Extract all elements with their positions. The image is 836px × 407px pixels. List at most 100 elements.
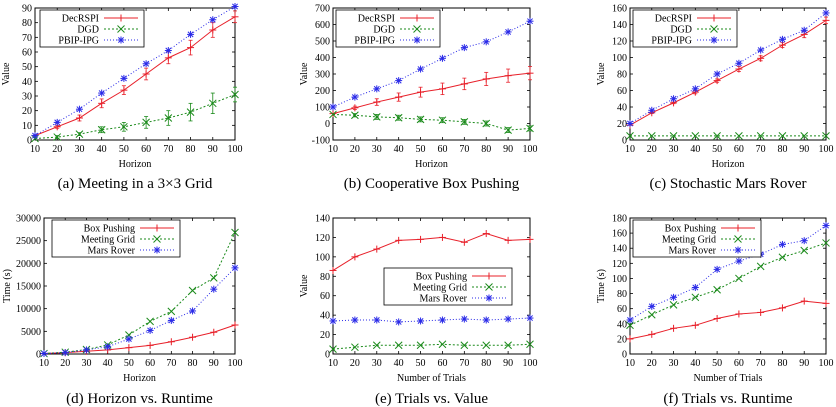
x-tick-label: 80 (188, 358, 198, 369)
x-tick-label: 100 (819, 358, 834, 369)
y-tick-label: 0 (325, 119, 330, 130)
legend-marker (485, 272, 493, 280)
chart-panel-4: 10 20 30 40 50 60 70 80 90 100 0 5000 10000 15000 2000… (2, 214, 243, 407)
legend-marker (710, 25, 718, 33)
x-tick-label: 50 (124, 358, 134, 369)
legend-label: Box Pushing (416, 272, 467, 283)
legend-marker (734, 235, 742, 243)
series-line (332, 343, 531, 350)
data-point (691, 85, 699, 93)
y-tick-label: 140 (612, 244, 627, 255)
data-point (757, 46, 765, 54)
data-point (822, 299, 830, 307)
data-point (188, 286, 197, 295)
legend-marker (710, 36, 718, 44)
data-point (482, 230, 490, 238)
y-tick-label: 40 (22, 77, 32, 88)
data-point (626, 321, 634, 330)
chart-panel-1: 10 20 30 40 50 60 70 80 90 1000102030405060708090… (1, 3, 243, 192)
data-point (482, 75, 490, 83)
data-point (82, 346, 90, 354)
data-point (142, 70, 150, 78)
legend-label: DGD (77, 25, 99, 36)
series-pbip-ipg (329, 17, 534, 111)
legend-label: Mars Rover (669, 246, 717, 257)
data-point (351, 253, 359, 261)
series-box-pushing (626, 297, 830, 343)
series-box-pushing (40, 321, 239, 358)
data-point (670, 324, 678, 332)
x-tick-label: 80 (777, 358, 787, 369)
y-tick-label: 30000 (16, 214, 41, 225)
legend-box (335, 9, 441, 48)
y-tick-label: 200 (315, 86, 330, 97)
data-point (104, 343, 112, 351)
series-decrspi (31, 10, 239, 140)
series-line (43, 267, 236, 355)
series-line (332, 233, 531, 271)
legend-label: Meeting Grid (81, 235, 135, 246)
x-tick-label: 100 (228, 358, 243, 369)
x-tick-label: 100 (228, 144, 243, 155)
x-tick-label: 40 (690, 144, 700, 155)
x-tick-label: 90 (208, 144, 218, 155)
x-tick-label: 90 (799, 144, 809, 155)
x-tick-label: 10 (328, 358, 338, 369)
legend-marker (485, 283, 493, 291)
data-point (647, 310, 656, 319)
y-tick-label: 90 (22, 4, 32, 15)
data-point (231, 90, 239, 99)
plot-frame (332, 217, 531, 355)
x-tick-label: 70 (459, 358, 469, 369)
y-tick-label: 60 (617, 304, 627, 315)
y-tick-label: 40 (617, 319, 627, 330)
legend-label: PBIP-IPG (651, 36, 692, 47)
subfigure-caption: (e) Trials vs. Value (375, 391, 488, 407)
y-tick-label: 100 (612, 53, 627, 64)
x-tick-label: 60 (141, 144, 151, 155)
y-axis-label: Value (1, 62, 12, 85)
data-point (164, 54, 172, 62)
plot-frame (629, 217, 827, 355)
data-point (53, 133, 62, 141)
data-point (231, 3, 239, 11)
data-point (231, 321, 239, 329)
x-tick-label: 10 (625, 358, 635, 369)
y-tick-label: 0 (622, 136, 627, 147)
data-point (526, 340, 534, 349)
y-axis-label: Value (299, 274, 310, 297)
x-tick-label: 30 (669, 358, 679, 369)
data-point (373, 85, 381, 93)
data-point (526, 314, 534, 322)
data-point (756, 132, 765, 140)
data-point (504, 72, 512, 80)
y-tick-label: 100 (315, 103, 330, 114)
chart-panel-6: 10 20 30 40 50 60 70 80 90 100 0 20 40 60 80 100 120 140 1… (596, 214, 834, 407)
data-point (757, 54, 765, 62)
x-axis-label: Horizon (119, 159, 152, 170)
data-point (416, 341, 425, 350)
data-point (626, 335, 634, 343)
y-tick-label: 0 (36, 350, 41, 361)
x-tick-label: 30 (74, 144, 84, 155)
data-point (146, 341, 154, 349)
legend-label: Box Pushing (84, 224, 135, 235)
y-tick-label: 0 (27, 136, 32, 147)
data-point (40, 350, 48, 358)
data-point (125, 335, 133, 343)
series-mars-rover (329, 314, 534, 326)
data-point (210, 328, 218, 336)
legend-marker (153, 246, 161, 254)
legend-marker (485, 294, 493, 302)
data-point (504, 315, 512, 323)
data-point (822, 239, 830, 247)
plot-frame (34, 7, 236, 141)
data-point (372, 113, 381, 121)
y-tick-label: 160 (612, 229, 627, 240)
chart-panel-2: 10 20 30 40 50 60 70 80 90 100 -100 0 100 200 300 400 50… (299, 4, 538, 193)
data-point (648, 106, 656, 114)
y-tick-label: 400 (315, 53, 330, 64)
y-tick-label: 80 (22, 18, 32, 29)
